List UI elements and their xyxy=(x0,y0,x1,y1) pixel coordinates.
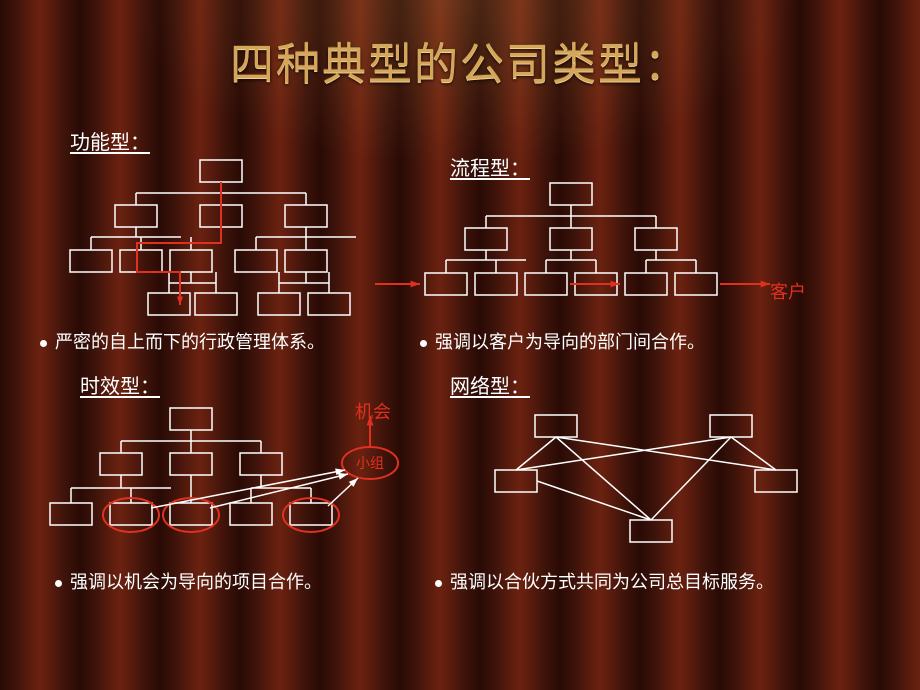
func-diagram xyxy=(60,155,380,325)
proc-bullet: 强调以客户为导向的部门间合作。 xyxy=(420,328,705,354)
time-bullet: 强调以机会为导向的项目合作。 xyxy=(55,568,322,594)
proc-diagram xyxy=(370,178,790,323)
customer-label: 客户 xyxy=(770,278,806,304)
time-label: 时效型： xyxy=(80,370,160,399)
func-label: 功能型： xyxy=(70,126,150,155)
svg-text:小组: 小组 xyxy=(356,456,384,472)
proc-label: 流程型： xyxy=(450,152,530,181)
opportunity-label: 机会 xyxy=(355,398,391,424)
net-diagram xyxy=(480,400,820,560)
slide-title: 四种典型的公司类型： xyxy=(0,28,920,92)
func-bullet: 严密的自上而下的行政管理体系。 xyxy=(40,328,325,354)
net-label: 网络型： xyxy=(450,370,530,399)
net-bullet: 强调以合伙方式共同为公司总目标服务。 xyxy=(435,568,774,594)
